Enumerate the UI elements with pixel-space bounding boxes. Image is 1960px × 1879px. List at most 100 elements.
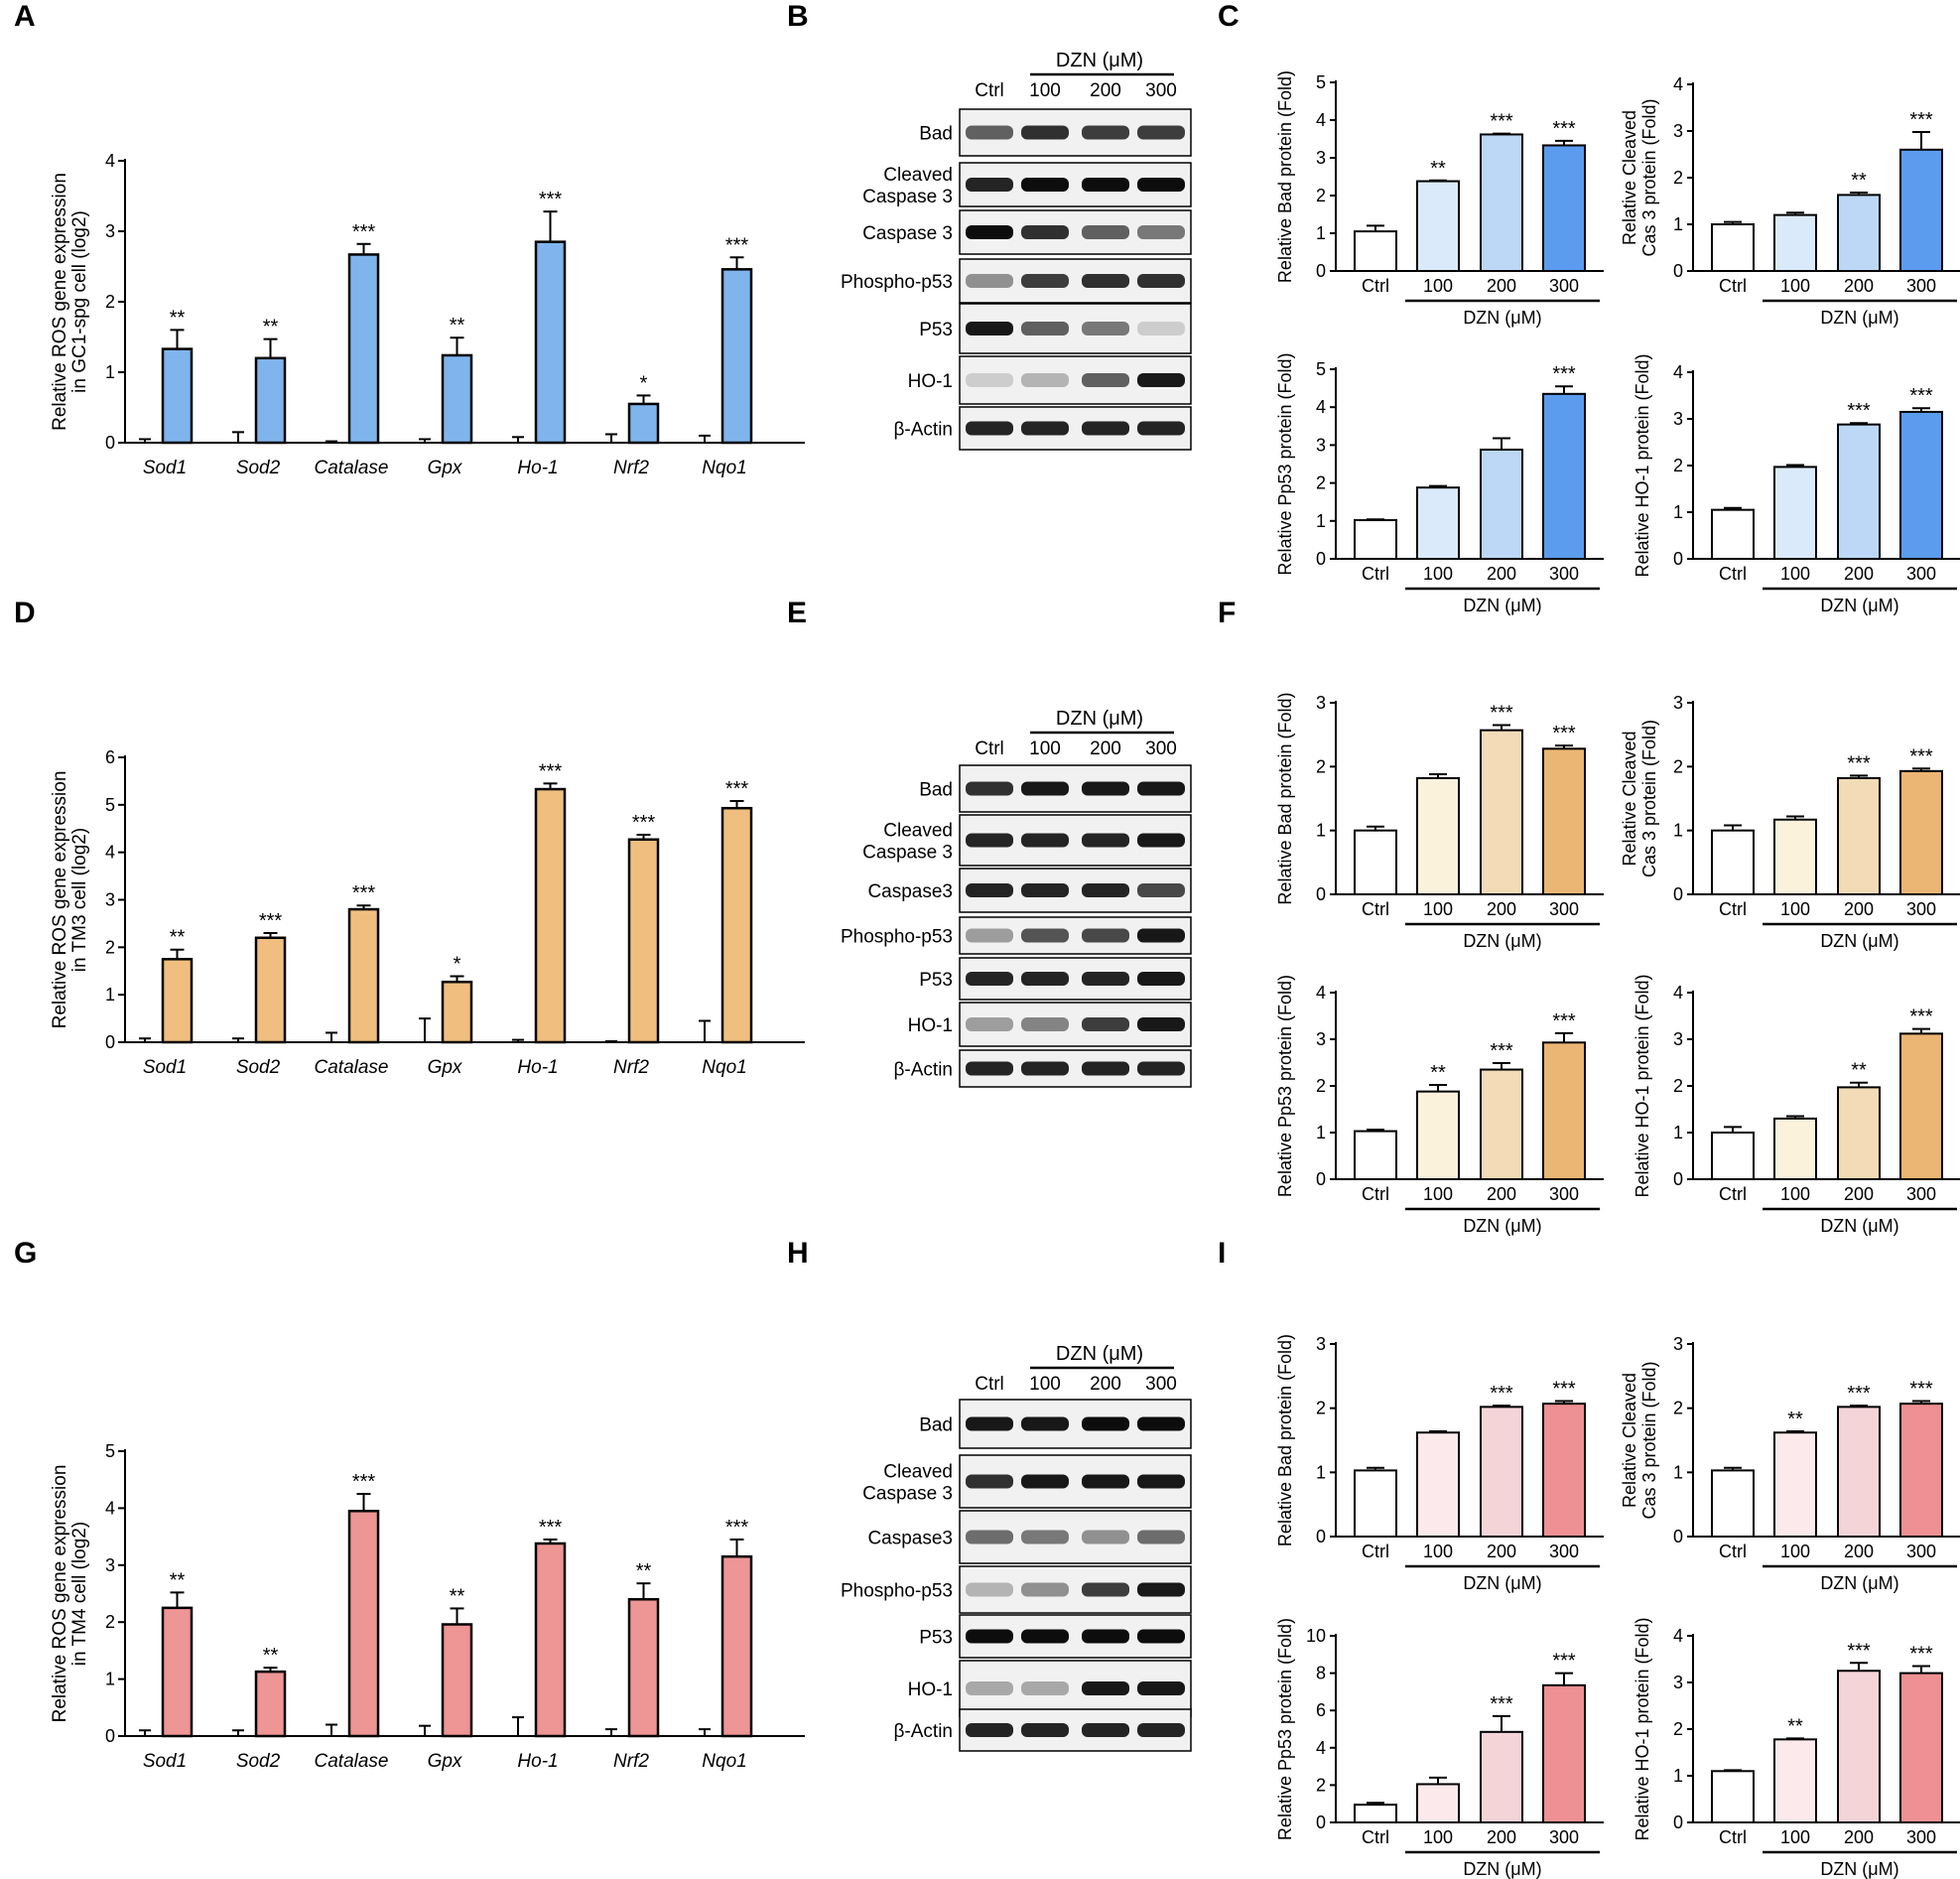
dzn-label: DZN (μM) bbox=[1056, 1343, 1143, 1365]
y-tick-label: 2 bbox=[1673, 456, 1683, 475]
significance-label: *** bbox=[539, 189, 563, 210]
y-tick-label: 0 bbox=[1316, 1169, 1326, 1189]
protein-chart-C1: 0 1 2 3 4 5 Relative Bad protein (Fold) Ctrl ** 1… bbox=[1275, 70, 1604, 328]
bar bbox=[1354, 519, 1397, 561]
lane-label: 300 bbox=[1145, 80, 1177, 101]
blot-band bbox=[966, 781, 1013, 796]
bar bbox=[1416, 1090, 1460, 1181]
blot-row-label: Bad bbox=[919, 124, 953, 145]
significance-label: ** bbox=[1851, 1060, 1867, 1082]
blot-band bbox=[1082, 125, 1129, 140]
blot-band bbox=[1137, 1530, 1185, 1544]
category-label: 100 bbox=[1780, 899, 1810, 919]
y-tick-label: 2 bbox=[1673, 756, 1683, 776]
blot-band bbox=[1137, 322, 1185, 336]
bar bbox=[1837, 194, 1881, 272]
y-tick-label: 3 bbox=[1673, 1673, 1683, 1692]
y-tick-label: 3 bbox=[105, 221, 115, 241]
panel-letter-D: D bbox=[14, 597, 36, 629]
blot-band bbox=[966, 274, 1013, 288]
blot-band bbox=[1137, 833, 1185, 848]
y-tick-label: 2 bbox=[1316, 756, 1326, 776]
blot-row-label: HO-1 bbox=[908, 371, 953, 392]
y-axis-label: Cas 3 protein (Fold) bbox=[1639, 98, 1659, 256]
blot-band bbox=[966, 883, 1013, 897]
panel-letter-I: I bbox=[1218, 1237, 1226, 1270]
lane-label: 200 bbox=[1090, 80, 1121, 101]
category-label: 100 bbox=[1780, 1184, 1810, 1204]
blot-band bbox=[966, 1681, 1013, 1695]
y-axis-label: Cas 3 protein (Fold) bbox=[1639, 720, 1659, 877]
blot-band bbox=[1082, 1582, 1129, 1597]
y-tick-label: 3 bbox=[1673, 121, 1683, 141]
dzn-label: DZN (μM) bbox=[1820, 1573, 1898, 1593]
blot-row-label: Cleaved bbox=[883, 821, 953, 842]
y-tick-label: 1 bbox=[1673, 214, 1683, 234]
bar bbox=[1480, 448, 1523, 561]
category-label: 200 bbox=[1487, 1184, 1516, 1204]
significance-label: *** bbox=[725, 778, 749, 800]
y-axis-label: in GC1-spg cell (log2) bbox=[69, 210, 90, 393]
blot-band bbox=[1137, 1723, 1185, 1737]
y-tick-label: 1 bbox=[1316, 223, 1326, 243]
bar bbox=[1899, 1672, 1943, 1823]
category-label: Nqo1 bbox=[702, 458, 746, 478]
blot-row-label: β-Actin bbox=[894, 1060, 954, 1081]
bar bbox=[1773, 466, 1817, 560]
blot-band bbox=[1021, 1530, 1069, 1544]
significance-label: *** bbox=[1909, 745, 1933, 767]
bar bbox=[1354, 230, 1397, 273]
category-label: 100 bbox=[1423, 276, 1453, 296]
blot-band bbox=[1021, 1582, 1069, 1597]
y-tick-label: 4 bbox=[1673, 74, 1683, 94]
blot-band bbox=[1137, 1061, 1185, 1076]
blot-band bbox=[966, 322, 1013, 336]
significance-label: ** bbox=[263, 317, 279, 338]
category-label: 100 bbox=[1423, 1184, 1453, 1204]
significance-label: *** bbox=[1552, 1379, 1576, 1401]
y-tick-label: 0 bbox=[1316, 549, 1326, 569]
category-label: 200 bbox=[1844, 899, 1874, 919]
category-label: 100 bbox=[1780, 564, 1810, 584]
category-label: Sod2 bbox=[236, 1057, 281, 1078]
category-label: Ctrl bbox=[1362, 1184, 1389, 1204]
blot-band bbox=[1082, 274, 1129, 288]
bar bbox=[1416, 1783, 1460, 1823]
significance-label: *** bbox=[1552, 118, 1576, 140]
bar bbox=[1837, 1406, 1881, 1538]
y-tick-label: 0 bbox=[105, 433, 115, 453]
category-label: Sod1 bbox=[143, 1057, 187, 1078]
y-tick-label: 2 bbox=[1673, 1399, 1683, 1418]
category-label: 200 bbox=[1844, 1827, 1874, 1847]
gene-chart-D: 0 1 2 3 4 5 6 Relative ROS gene expression in TM… bbox=[50, 747, 805, 1078]
bar bbox=[161, 958, 194, 1044]
blot-band bbox=[1082, 322, 1129, 336]
blot-row-label: HO-1 bbox=[908, 1679, 953, 1700]
category-label: Nqo1 bbox=[702, 1057, 746, 1078]
y-tick-label: 0 bbox=[1316, 1812, 1326, 1832]
bar bbox=[441, 1623, 473, 1738]
y-tick-label: 2 bbox=[1673, 168, 1683, 188]
blot-band bbox=[1021, 1017, 1069, 1031]
significance-label: ** bbox=[450, 315, 465, 336]
category-label: 200 bbox=[1844, 1542, 1874, 1561]
y-tick-label: 0 bbox=[1673, 1169, 1683, 1189]
significance-label: *** bbox=[1847, 1640, 1871, 1662]
blot-band bbox=[966, 373, 1013, 387]
blot-band bbox=[1082, 1723, 1129, 1737]
bar bbox=[254, 356, 287, 445]
y-tick-label: 2 bbox=[1316, 1076, 1326, 1096]
category-label: 300 bbox=[1549, 1184, 1579, 1204]
category-label: 300 bbox=[1549, 564, 1579, 584]
bar bbox=[1354, 1469, 1397, 1538]
y-tick-label: 3 bbox=[1673, 409, 1683, 429]
significance-label: ** bbox=[170, 927, 186, 949]
y-axis-label: in TM4 cell (log2) bbox=[69, 1522, 90, 1666]
category-label: 300 bbox=[1549, 1827, 1579, 1847]
y-tick-label: 5 bbox=[1316, 359, 1326, 379]
dzn-label: DZN (μM) bbox=[1463, 931, 1541, 951]
significance-label: *** bbox=[539, 760, 563, 782]
y-tick-label: 4 bbox=[105, 1498, 115, 1518]
blot-band bbox=[966, 1017, 1013, 1031]
